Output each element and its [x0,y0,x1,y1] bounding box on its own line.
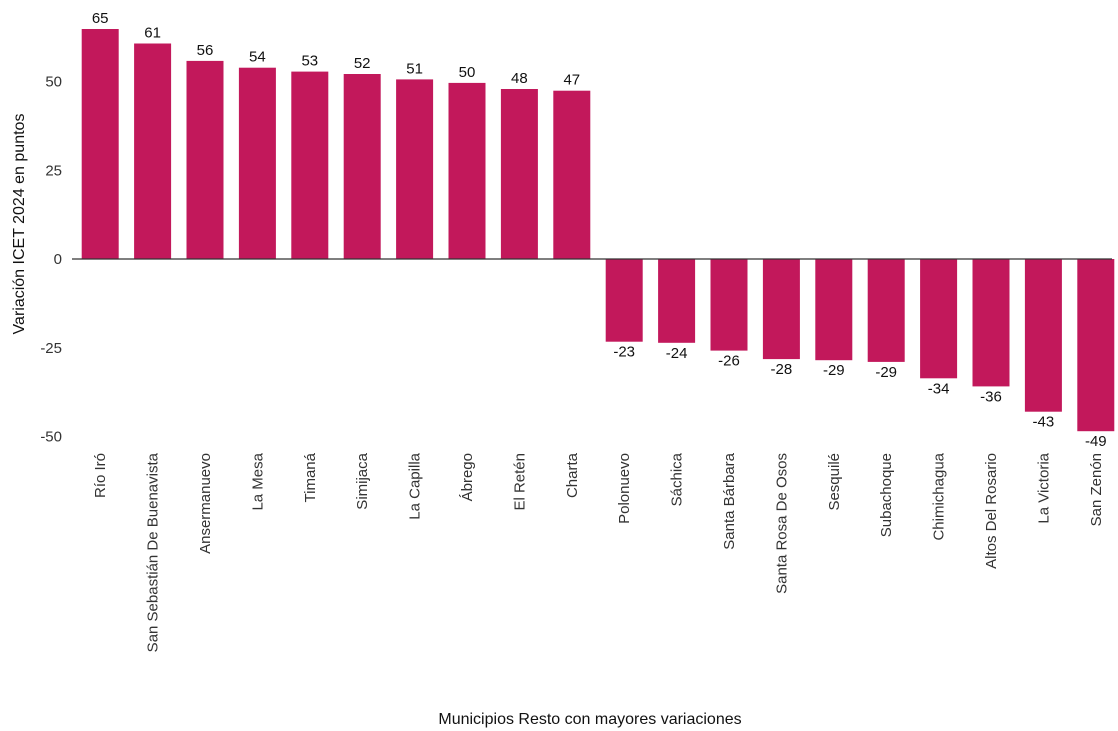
bar-polonuevo [605,259,643,342]
category-label-altos-del-rosario: Altos Del Rosario [983,453,1000,569]
bar-rio-iro [81,29,119,259]
category-label-sachica: Sáchica [669,452,686,506]
data-label-subachoque: -29 [875,364,897,381]
category-label-sesquile: Sesquilé [826,453,843,511]
bar-charta [553,90,591,259]
bar-abrego [448,82,486,260]
category-label-polonuevo: Polonuevo [616,453,633,524]
category-label-santa-barbara: Santa Bárbara [721,452,738,549]
data-label-abrego: 50 [459,64,476,81]
data-label-ansermanuevo: 56 [197,42,214,59]
data-label-altos-del-rosario: -36 [980,388,1002,405]
data-label-el-reten: 48 [511,70,528,87]
data-label-rio-iro: 65 [92,10,109,27]
category-label-abrego: Ábrego [459,453,476,501]
data-label-santa-rosa-de-osos: -28 [771,361,793,378]
data-label-sachica: -24 [666,345,688,362]
category-label-simijaca: Simijaca [354,452,371,509]
data-label-polonuevo: -23 [613,344,635,361]
bar-san-sebastian-de-buenavista [134,43,172,259]
data-label-charta: 47 [563,72,580,89]
data-label-simijaca: 52 [354,55,371,72]
bar-santa-rosa-de-osos [762,259,800,360]
data-label-san-sebastian-de-buenavista: 61 [144,25,161,42]
category-label-santa-rosa-de-osos: Santa Rosa De Osos [773,453,790,594]
bar-la-capilla [396,79,434,260]
category-label-rio-iro: Río Iró [92,453,109,498]
bar-simijaca [343,74,381,259]
y-tick-label: 25 [45,162,62,179]
bar-ansermanuevo [186,60,224,260]
data-label-la-mesa: 54 [249,49,266,66]
data-label-santa-barbara: -26 [718,353,740,370]
data-label-timana: 53 [301,53,318,70]
y-tick-label: 0 [54,251,62,268]
category-label-timana: Timaná [302,452,319,502]
bar-subachoque [867,259,905,362]
y-tick-label: -25 [40,340,62,357]
y-tick-label: 50 [45,74,62,91]
data-label-san-zenon: -49 [1085,433,1107,450]
bar-santa-barbara [710,259,748,351]
category-label-la-capilla: La Capilla [407,452,424,519]
category-label-ansermanuevo: Ansermanuevo [197,453,214,554]
category-labels-group: Río Iró San Sebastián De Buenavista Anserm… [92,452,1105,652]
category-label-el-reten: El Retén [511,453,528,511]
y-axis-title: Variación ICET 2024 en puntos [11,114,28,335]
bar-sesquile [815,259,853,361]
bar-san-zenon [1077,259,1115,432]
bars-group [81,29,1115,432]
category-label-san-zenon: San Zenón [1088,453,1105,526]
bar-la-victoria [1024,259,1062,412]
category-label-chimichagua: Chimichagua [931,452,948,540]
bar-chimichagua [920,259,958,379]
category-label-la-victoria: La Victoria [1035,452,1052,523]
category-label-charta: Charta [564,452,581,498]
y-tick-label: -50 [40,429,62,446]
data-label-chimichagua: -34 [928,380,950,397]
bar-el-reten [500,89,538,259]
data-label-sesquile: -29 [823,362,845,379]
y-axis-ticks: -50 -25 0 25 50 [40,74,62,446]
bar-timana [291,71,329,259]
data-label-la-victoria: -43 [1033,414,1055,431]
bar-altos-del-rosario [972,259,1010,387]
category-label-la-mesa: La Mesa [249,452,266,510]
bar-sachica [658,259,696,343]
category-label-san-sebastian-de-buenavista: San Sebastián De Buenavista [145,452,162,652]
category-label-subachoque: Subachoque [878,453,895,537]
x-axis-title: Municipios Resto con mayores variaciones [438,711,741,728]
bar-la-mesa [238,67,276,259]
data-labels-group: 65 61 56 54 53 52 51 50 48 47 -23 -24 -26 -28 -29 -29 -3… [92,10,1107,450]
data-label-la-capilla: 51 [406,60,423,77]
